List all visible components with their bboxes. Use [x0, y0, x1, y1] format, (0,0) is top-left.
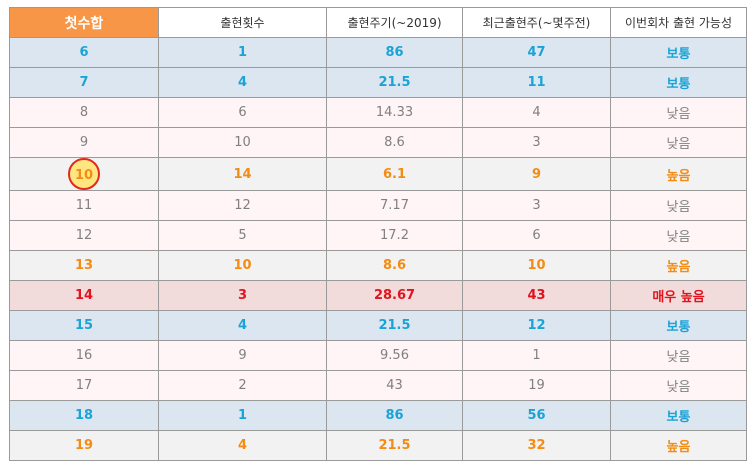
- appearance-cycle-cell: 86: [326, 37, 463, 68]
- likelihood-cell: 보통: [610, 310, 747, 341]
- appearance-cycle-cell: 43: [326, 370, 463, 401]
- header-recent-appearance: 최근출현주(~몇주전): [462, 7, 611, 38]
- header-first-sum: 첫수합: [9, 7, 159, 38]
- likelihood-cell: 높음: [610, 157, 747, 191]
- first-sum-cell: 8: [9, 97, 159, 128]
- likelihood-cell: 낮음: [610, 340, 747, 371]
- appearance-count-cell: 1: [158, 400, 327, 431]
- table-row: 7 4 21.5 11 보통: [9, 67, 747, 98]
- recent-appearance-cell: 32: [462, 430, 611, 461]
- appearance-count-cell: 2: [158, 370, 327, 401]
- table-row: 14 3 28.67 43 매우 높음: [9, 280, 747, 311]
- appearance-cycle-cell: 17.2: [326, 220, 463, 251]
- table-row: 17 2 43 19 낮음: [9, 370, 747, 401]
- header-appearance-cycle: 출현주기(~2019): [326, 7, 463, 38]
- recent-appearance-cell: 12: [462, 310, 611, 341]
- table-row: 6 1 86 47 보통: [9, 37, 747, 68]
- table-body: 6 1 86 47 보통 7 4 21.5 11 보통 8 6 14.33 4 낮음 9 10 8.6 3 낮음 10 1…: [9, 37, 747, 461]
- table-row: 11 12 7.17 3 낮음: [9, 190, 747, 221]
- recent-appearance-cell: 11: [462, 67, 611, 98]
- appearance-count-cell: 4: [158, 67, 327, 98]
- appearance-cycle-cell: 21.5: [326, 430, 463, 461]
- recent-appearance-cell: 19: [462, 370, 611, 401]
- likelihood-cell: 낮음: [610, 190, 747, 221]
- first-sum-cell: 9: [9, 127, 159, 158]
- appearance-cycle-cell: 8.6: [326, 250, 463, 281]
- first-sum-cell: 14: [9, 280, 159, 311]
- recent-appearance-cell: 6: [462, 220, 611, 251]
- recent-appearance-cell: 47: [462, 37, 611, 68]
- appearance-count-cell: 3: [158, 280, 327, 311]
- table-row: 19 4 21.5 32 높음: [9, 430, 747, 461]
- likelihood-cell: 낮음: [610, 220, 747, 251]
- appearance-count-cell: 6: [158, 97, 327, 128]
- appearance-count-cell: 10: [158, 127, 327, 158]
- recent-appearance-cell: 10: [462, 250, 611, 281]
- table-row: 9 10 8.6 3 낮음: [9, 127, 747, 158]
- highlight-circle: 10: [68, 158, 100, 190]
- lotto-sum-table-container: 첫수합 출현횟수 출현주기(~2019) 최근출현주(~몇주전) 이번회차 출현…: [9, 7, 747, 461]
- likelihood-cell: 낮음: [610, 127, 747, 158]
- appearance-count-cell: 1: [158, 37, 327, 68]
- likelihood-cell: 보통: [610, 400, 747, 431]
- appearance-count-cell: 12: [158, 190, 327, 221]
- appearance-cycle-cell: 21.5: [326, 67, 463, 98]
- appearance-count-cell: 4: [158, 430, 327, 461]
- first-sum-cell: 17: [9, 370, 159, 401]
- first-sum-cell: 10: [9, 157, 159, 191]
- first-sum-cell: 12: [9, 220, 159, 251]
- appearance-count-cell: 10: [158, 250, 327, 281]
- first-sum-cell: 19: [9, 430, 159, 461]
- header-likelihood: 이번회차 출현 가능성: [610, 7, 747, 38]
- recent-appearance-cell: 43: [462, 280, 611, 311]
- likelihood-cell: 낮음: [610, 370, 747, 401]
- table-row: 8 6 14.33 4 낮음: [9, 97, 747, 128]
- first-sum-cell: 6: [9, 37, 159, 68]
- table-row: 18 1 86 56 보통: [9, 400, 747, 431]
- table-row: 15 4 21.5 12 보통: [9, 310, 747, 341]
- first-sum-cell: 7: [9, 67, 159, 98]
- header-row: 첫수합 출현횟수 출현주기(~2019) 최근출현주(~몇주전) 이번회차 출현…: [9, 7, 747, 38]
- appearance-cycle-cell: 9.56: [326, 340, 463, 371]
- table-row: 12 5 17.2 6 낮음: [9, 220, 747, 251]
- first-sum-stats-table: 첫수합 출현횟수 출현주기(~2019) 최근출현주(~몇주전) 이번회차 출현…: [9, 7, 747, 461]
- recent-appearance-cell: 1: [462, 340, 611, 371]
- first-sum-cell: 13: [9, 250, 159, 281]
- header-appearance-count: 출현횟수: [158, 7, 327, 38]
- appearance-cycle-cell: 21.5: [326, 310, 463, 341]
- likelihood-cell: 낮음: [610, 97, 747, 128]
- appearance-count-cell: 9: [158, 340, 327, 371]
- recent-appearance-cell: 56: [462, 400, 611, 431]
- likelihood-cell: 보통: [610, 67, 747, 98]
- recent-appearance-cell: 4: [462, 97, 611, 128]
- appearance-count-cell: 5: [158, 220, 327, 251]
- recent-appearance-cell: 9: [462, 157, 611, 191]
- first-sum-cell: 16: [9, 340, 159, 371]
- likelihood-cell: 높음: [610, 250, 747, 281]
- appearance-cycle-cell: 14.33: [326, 97, 463, 128]
- appearance-cycle-cell: 6.1: [326, 157, 463, 191]
- appearance-cycle-cell: 28.67: [326, 280, 463, 311]
- likelihood-cell: 보통: [610, 37, 747, 68]
- recent-appearance-cell: 3: [462, 190, 611, 221]
- appearance-count-cell: 4: [158, 310, 327, 341]
- table-row: 10 14 6.1 9 높음: [9, 157, 747, 191]
- recent-appearance-cell: 3: [462, 127, 611, 158]
- appearance-count-cell: 14: [158, 157, 327, 191]
- likelihood-cell: 매우 높음: [610, 280, 747, 311]
- appearance-cycle-cell: 8.6: [326, 127, 463, 158]
- first-sum-cell: 18: [9, 400, 159, 431]
- table-row: 13 10 8.6 10 높음: [9, 250, 747, 281]
- appearance-cycle-cell: 7.17: [326, 190, 463, 221]
- first-sum-cell: 15: [9, 310, 159, 341]
- appearance-cycle-cell: 86: [326, 400, 463, 431]
- table-row: 16 9 9.56 1 낮음: [9, 340, 747, 371]
- likelihood-cell: 높음: [610, 430, 747, 461]
- first-sum-cell: 11: [9, 190, 159, 221]
